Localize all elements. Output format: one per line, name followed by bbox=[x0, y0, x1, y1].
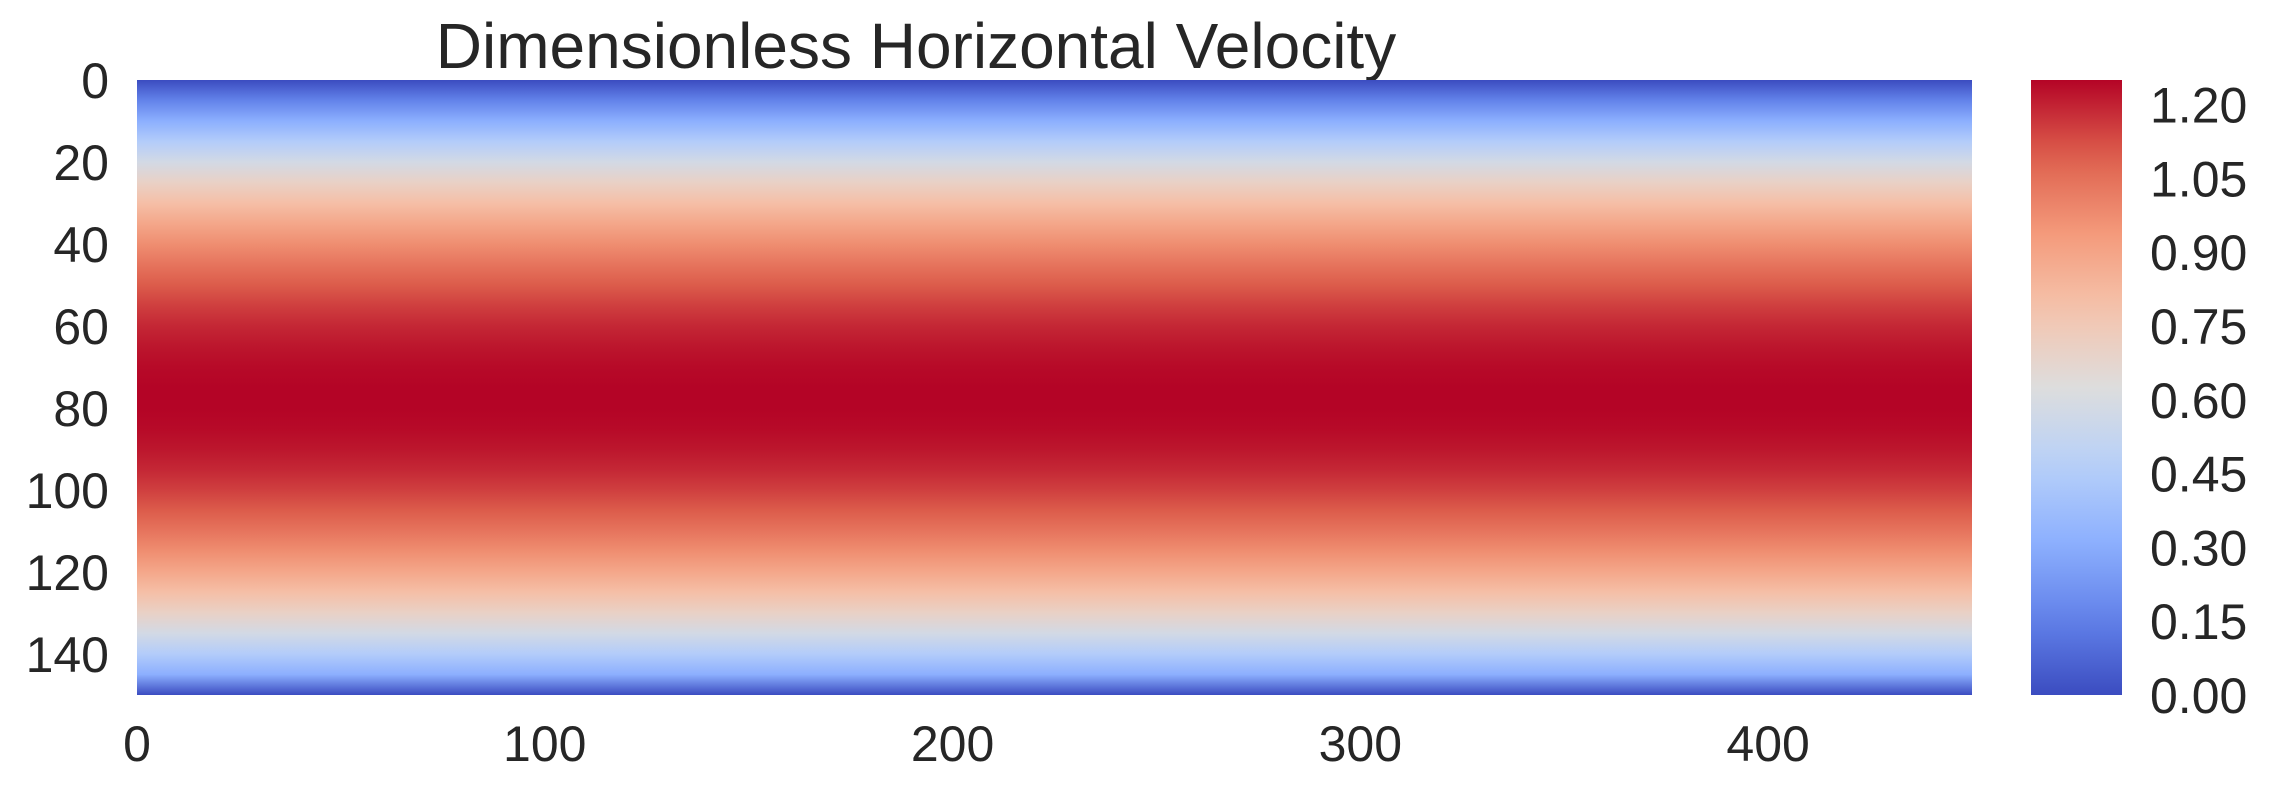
heatmap-area bbox=[137, 80, 1972, 695]
y-tick-label: 120 bbox=[26, 545, 109, 601]
y-tick-label: 60 bbox=[53, 299, 109, 355]
x-tick-label: 400 bbox=[1726, 716, 1809, 772]
colorbar-tick-label: 0.30 bbox=[2150, 520, 2247, 576]
y-tick-label: 100 bbox=[26, 463, 109, 519]
colorbar-tick-label: 0.60 bbox=[2150, 373, 2247, 429]
colorbar bbox=[2031, 80, 2122, 695]
x-tick-label: 300 bbox=[1319, 716, 1402, 772]
colorbar-tick-label: 0.00 bbox=[2150, 668, 2247, 724]
colorbar-tick-label: 1.20 bbox=[2150, 78, 2247, 134]
x-tick-label: 100 bbox=[503, 716, 586, 772]
colorbar-tick-label: 0.45 bbox=[2150, 447, 2247, 503]
colorbar-ticks: 0.00 0.15 0.30 0.45 0.60 0.75 0.90 1.05 1.20 bbox=[2150, 78, 2247, 724]
y-tick-label: 0 bbox=[81, 53, 109, 109]
x-tick-label: 200 bbox=[911, 716, 994, 772]
y-tick-label: 20 bbox=[53, 135, 109, 191]
y-tick-label: 40 bbox=[53, 217, 109, 273]
colorbar-tick-label: 1.05 bbox=[2150, 151, 2247, 207]
colorbar-tick-label: 0.75 bbox=[2150, 299, 2247, 355]
x-axis-ticks: 0 100 200 300 400 bbox=[123, 716, 1810, 772]
y-tick-label: 140 bbox=[26, 627, 109, 683]
colorbar-tick-label: 0.15 bbox=[2150, 594, 2247, 650]
y-tick-label: 80 bbox=[53, 381, 109, 437]
colorbar-tick-label: 0.90 bbox=[2150, 225, 2247, 281]
x-tick-label: 0 bbox=[123, 716, 151, 772]
y-axis-ticks: 0 20 40 60 80 100 120 140 bbox=[26, 53, 109, 683]
chart-title: Dimensionless Horizontal Velocity bbox=[436, 10, 1396, 82]
